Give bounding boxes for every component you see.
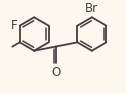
Text: O: O — [51, 66, 60, 79]
Text: Br: Br — [85, 2, 98, 15]
Text: F: F — [11, 19, 18, 32]
